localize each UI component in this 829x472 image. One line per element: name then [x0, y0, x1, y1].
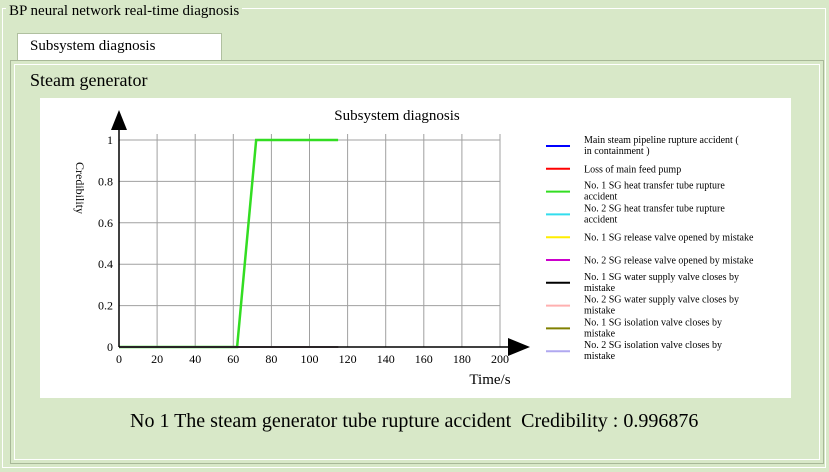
y-tick-label: 0 — [107, 340, 113, 354]
x-tick-label: 20 — [151, 352, 163, 366]
legend-entry: No. 2 SG isolation valve closes by mistak… — [584, 340, 722, 362]
x-tick-label: 80 — [265, 352, 277, 366]
x-tick-label: 120 — [339, 352, 357, 366]
x-axis-arrow-icon — [508, 338, 530, 356]
x-tick-label: 40 — [189, 352, 201, 366]
y-tick-label: 0.2 — [98, 299, 113, 313]
series-line — [119, 138, 339, 349]
chart-panel: Subsystem diagnosis Credibility Time/s 0… — [40, 98, 791, 398]
legend-entry: No. 1 SG isolation valve closes by mistak… — [584, 317, 722, 339]
y-tick-label: 0.6 — [98, 216, 113, 230]
legend-entry: No. 2 SG release valve opened by mistake — [584, 256, 754, 267]
x-tick-label: 180 — [453, 352, 471, 366]
tab-subsystem-diagnosis[interactable]: Subsystem diagnosis — [17, 33, 222, 60]
x-tick-label: 100 — [301, 352, 319, 366]
diagnosis-result-text: No 1 The steam generator tube rupture ac… — [130, 410, 699, 432]
x-tick-label: 160 — [415, 352, 433, 366]
x-tick-label: 60 — [227, 352, 239, 366]
legend-entry: No. 1 SG water supply valve closes by mis… — [584, 272, 739, 294]
legend-entry: Main steam pipeline rupture accident (in… — [584, 135, 739, 157]
section-title: Steam generator — [30, 70, 148, 90]
y-axis-label: Credibility — [73, 162, 87, 214]
steam-generator-group — [14, 64, 820, 460]
main-group-box — [2, 8, 826, 468]
y-tick-label: 0.8 — [98, 174, 113, 188]
x-tick-label: 200 — [491, 352, 509, 366]
x-axis-label: Time/s — [469, 372, 510, 388]
chart-title: Subsystem diagnosis — [334, 108, 460, 124]
x-tick-label: 0 — [116, 352, 122, 366]
legend-entry: No. 1 SG release valve opened by mistake — [584, 233, 754, 244]
y-axis-arrow-icon — [111, 110, 127, 130]
x-tick-label: 140 — [377, 352, 395, 366]
diagnosis-chart: Subsystem diagnosis Credibility Time/s 0… — [73, 108, 754, 388]
tab-label: Subsystem diagnosis — [30, 38, 156, 54]
legend-entry: Loss of main feed pump — [584, 164, 681, 175]
legend-entry: No. 2 SG water supply valve closes by mis… — [584, 295, 739, 317]
legend-entry: No. 2 SG heat transfer tube rupture accid… — [584, 203, 725, 225]
y-tick-label: 1 — [107, 133, 113, 147]
y-tick-label: 0.4 — [98, 257, 113, 271]
window-title: BP neural network real-time diagnosis — [6, 3, 243, 20]
legend-entry: No. 1 SG heat transfer tube rupture accid… — [584, 181, 725, 203]
